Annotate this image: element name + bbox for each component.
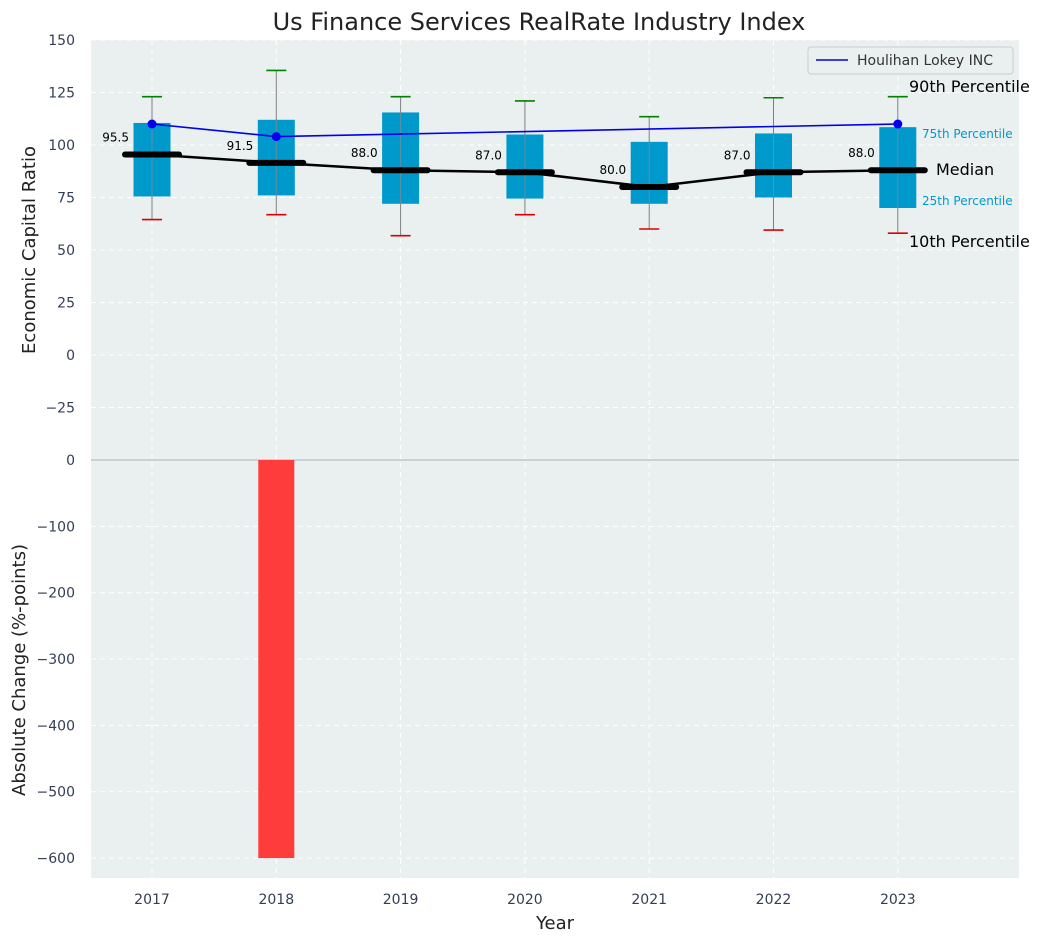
legend-box xyxy=(807,46,1014,75)
company-series-point xyxy=(271,132,281,142)
bottom-y-tick-label: −400 xyxy=(37,718,75,734)
x-tick-label: 2021 xyxy=(631,892,667,908)
annotation-75th: 75th Percentile xyxy=(922,127,1013,141)
top-y-tick-label: 0 xyxy=(66,348,75,364)
bottom-y-tick-label: −500 xyxy=(37,785,75,801)
median-value-label: 87.0 xyxy=(724,148,751,162)
x-axis-label: Year xyxy=(535,913,575,934)
company-series-point xyxy=(147,119,157,129)
x-tick-label: 2017 xyxy=(134,892,170,908)
median-value-label: 95.5 xyxy=(102,130,129,144)
bottom-y-tick-label: −600 xyxy=(37,851,75,867)
x-tick-label: 2020 xyxy=(507,892,543,908)
bottom-plot-area xyxy=(91,460,1019,878)
bars-layer xyxy=(258,460,295,859)
top-y-tick-label: −25 xyxy=(45,401,75,417)
top-y-tick-label: 75 xyxy=(57,191,75,207)
chart-title: Us Finance Services RealRate Industry In… xyxy=(273,8,806,36)
x-tick-label: 2023 xyxy=(880,892,916,908)
bottom-y-axis-label: Absolute Change (%-points) xyxy=(9,544,30,796)
top-y-tick-label: 125 xyxy=(48,86,75,102)
percentile-annotations: 90th Percentile 75th Percentile Median 2… xyxy=(909,77,1030,251)
median-value-label: 80.0 xyxy=(599,163,626,177)
annotation-25th: 25th Percentile xyxy=(922,194,1013,208)
median-value-label: 88.0 xyxy=(848,146,875,160)
legend-label: Houlihan Lokey INC xyxy=(857,53,993,69)
top-y-tick-label: 50 xyxy=(57,243,75,259)
median-value-label: 88.0 xyxy=(351,146,378,160)
top-y-tick-label: 25 xyxy=(57,296,75,312)
change-bar xyxy=(258,460,295,859)
bottom-y-tick-label: −200 xyxy=(37,586,75,602)
legend: Houlihan Lokey INC xyxy=(807,46,1014,75)
top-y-axis-label: Economic Capital Ratio xyxy=(19,146,40,354)
top-y-tick-label: 150 xyxy=(48,33,75,49)
bottom-y-tick-label: −100 xyxy=(37,519,75,535)
annotation-10th: 10th Percentile xyxy=(909,232,1030,251)
box-layer: 95.5 91.5 88.0 87.0 80.0 87.0 88.0 xyxy=(102,69,928,237)
annotation-90th: 90th Percentile xyxy=(909,77,1030,96)
company-series-point xyxy=(893,119,903,129)
top-y-tick-label: 100 xyxy=(48,138,75,154)
median-value-label: 87.0 xyxy=(475,148,502,162)
tick-layer: 150 125 100 75 50 25 0 −25 0 −100 −200 −300 −400 −500… xyxy=(37,33,916,908)
bottom-y-tick-label: −300 xyxy=(37,652,75,668)
bottom-y-tick-label: 0 xyxy=(66,453,75,469)
annotation-median: Median xyxy=(936,160,994,179)
x-tick-label: 2018 xyxy=(258,892,294,908)
x-tick-label: 2019 xyxy=(383,892,419,908)
x-tick-label: 2022 xyxy=(756,892,792,908)
median-value-label: 91.5 xyxy=(227,139,254,153)
